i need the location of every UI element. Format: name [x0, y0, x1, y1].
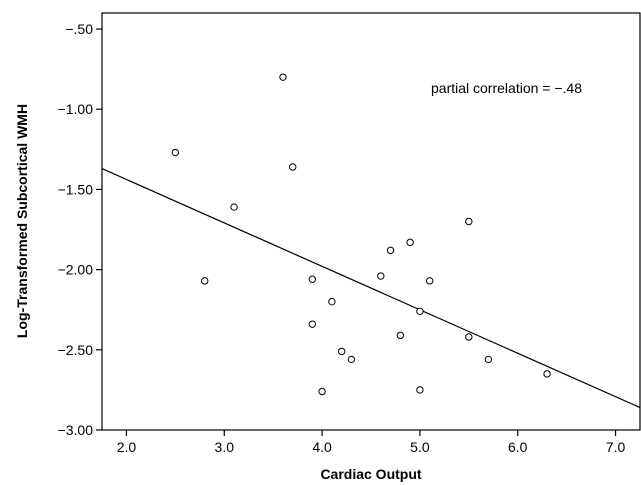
- data-point: [337, 347, 346, 356]
- data-point: [171, 148, 180, 157]
- data-point: [289, 163, 297, 171]
- data-point: [406, 238, 414, 247]
- data-point: [279, 73, 287, 81]
- data-point: [201, 277, 209, 285]
- data-point: [465, 217, 473, 226]
- correlation-annotation: partial correlation = −.48: [431, 80, 582, 96]
- data-point: [328, 297, 336, 306]
- y-tick-label: −.50: [65, 21, 93, 37]
- y-tick-label: −2.50: [58, 342, 94, 358]
- x-axis: 2.0 3.0 4.0 5.0 6.0 7.0: [117, 430, 626, 455]
- data-point: [425, 277, 434, 285]
- y-tick-label: −1.00: [58, 101, 94, 117]
- plot-area: [101, 12, 641, 431]
- x-tick-label: 7.0: [606, 439, 626, 455]
- y-tick-label: −1.50: [58, 181, 94, 197]
- regression-line: [101, 168, 641, 409]
- y-axis-title: Log-Transformed Subcortical WMH: [14, 104, 30, 338]
- data-point: [318, 387, 326, 396]
- y-tick-label: −3.00: [58, 422, 94, 438]
- x-tick-label: 3.0: [215, 439, 235, 455]
- data-point: [308, 320, 317, 328]
- x-tick-label: 2.0: [117, 439, 137, 455]
- data-point: [484, 355, 493, 364]
- data-point: [308, 275, 317, 283]
- data-point: [347, 355, 356, 364]
- y-axis: −.50 −1.00 −1.50 −2.00 −2.50 −3.00: [58, 21, 102, 438]
- data-point: [416, 386, 424, 394]
- x-tick-label: 5.0: [410, 439, 430, 455]
- y-tick-label: −2.00: [58, 262, 94, 278]
- data-points: [171, 73, 551, 396]
- data-point: [396, 331, 405, 340]
- data-point: [386, 246, 395, 255]
- data-point: [543, 370, 551, 378]
- x-tick-label: 6.0: [508, 439, 528, 455]
- x-tick-label: 4.0: [312, 439, 332, 455]
- data-point: [377, 272, 385, 280]
- data-point: [416, 307, 424, 316]
- x-axis-title: Cardiac Output: [320, 466, 421, 482]
- data-point: [465, 333, 473, 341]
- data-point: [230, 203, 238, 211]
